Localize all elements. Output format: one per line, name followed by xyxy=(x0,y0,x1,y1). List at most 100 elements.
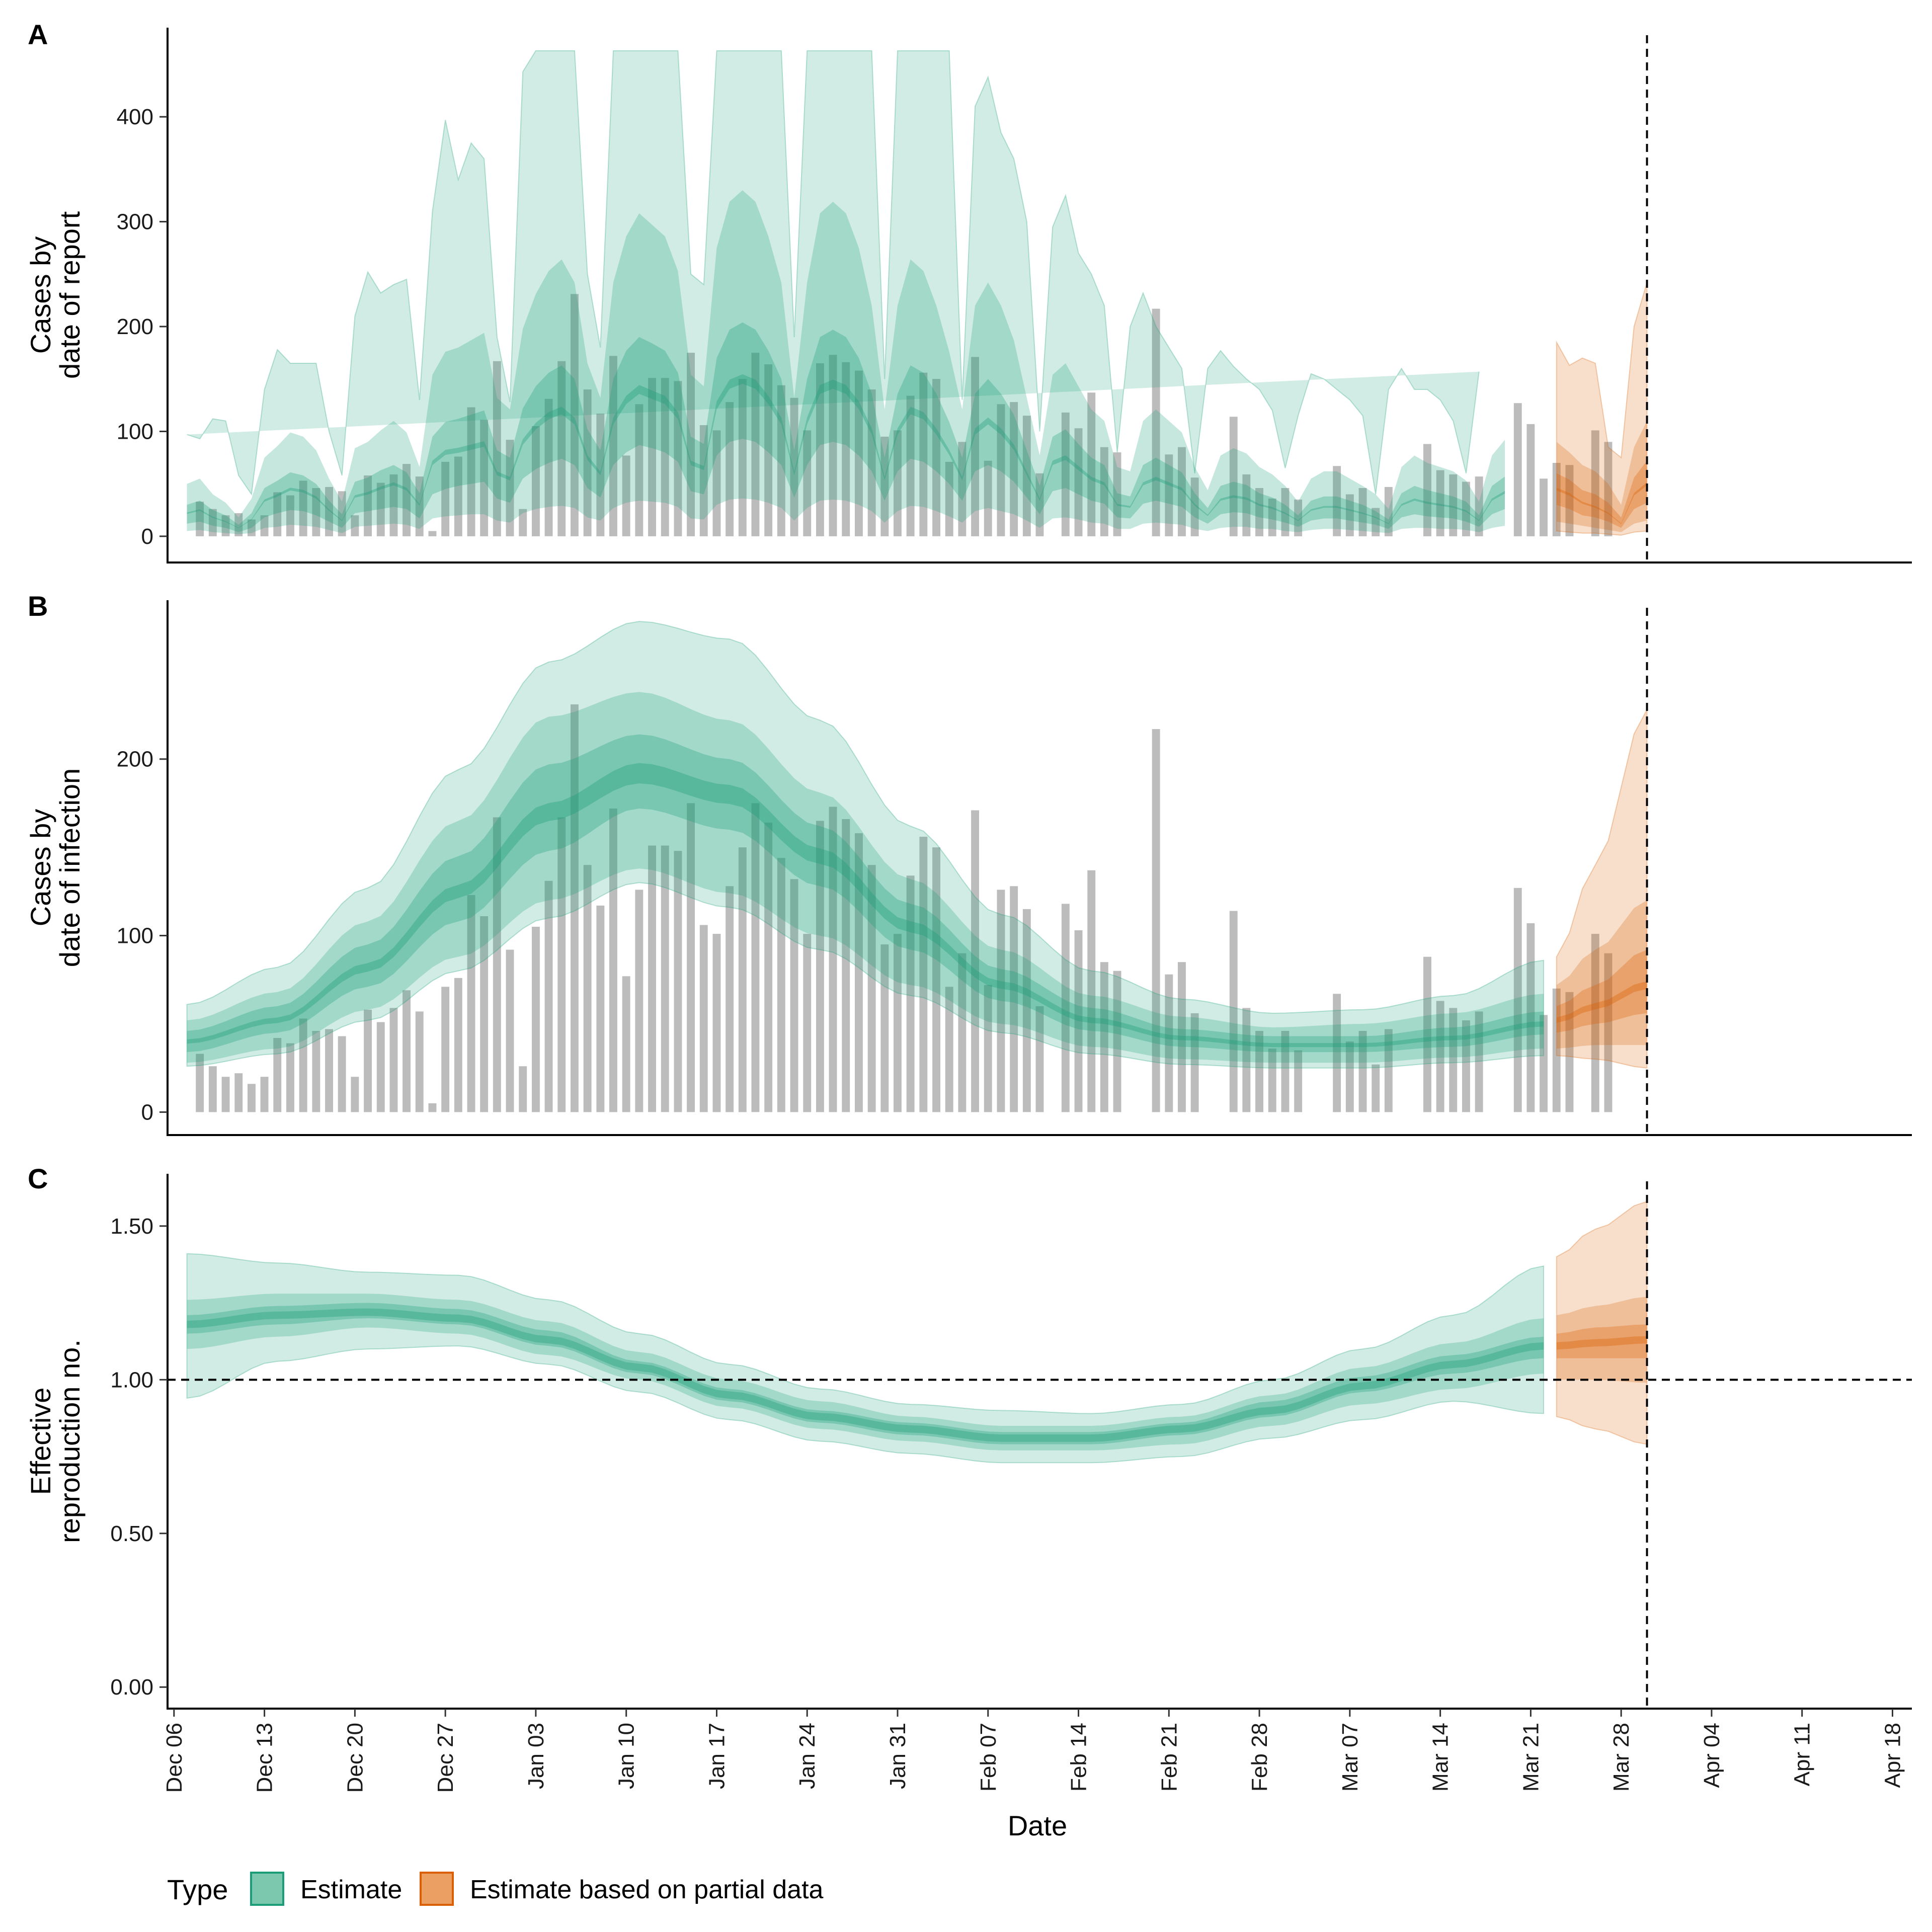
case-bar xyxy=(1113,452,1121,536)
case-bar xyxy=(1565,992,1574,1112)
case-bar xyxy=(880,944,889,1112)
case-bar xyxy=(493,361,501,536)
case-bar xyxy=(544,398,553,536)
case-bar xyxy=(635,890,643,1112)
case-bar xyxy=(919,837,928,1112)
case-bar xyxy=(919,372,928,536)
case-bar xyxy=(1165,454,1173,536)
x-tick-label: Mar 07 xyxy=(1338,1723,1362,1792)
case-bar xyxy=(945,461,953,536)
x-axis-title: Date xyxy=(1008,1810,1067,1841)
x-tick-label: Apr 11 xyxy=(1790,1723,1815,1786)
case-bar xyxy=(260,515,269,536)
case-bar xyxy=(506,949,514,1112)
x-tick-label: Apr 04 xyxy=(1700,1723,1724,1788)
case-bar xyxy=(1565,465,1574,536)
case-bar xyxy=(1591,430,1599,536)
case-bar xyxy=(1242,1008,1251,1112)
x-axis: Dec 06 Dec 13 Dec 20 Dec 27 Jan 03 Jan 10 Jan … xyxy=(162,1709,1905,1793)
legend-title: Type xyxy=(167,1874,228,1905)
x-tick-label: Dec 06 xyxy=(162,1723,187,1793)
case-bar xyxy=(712,430,721,536)
case-bar xyxy=(751,353,760,536)
case-bar xyxy=(635,404,643,536)
case-bar xyxy=(196,502,204,536)
case-bar xyxy=(544,880,553,1112)
median-line xyxy=(187,374,1505,528)
series-estimate xyxy=(186,621,1545,1069)
case-bar xyxy=(609,809,617,1112)
case-bar xyxy=(1345,1041,1354,1112)
y-axis-title-line: Effective xyxy=(25,1388,56,1495)
case-bar xyxy=(1035,473,1044,536)
case-bar xyxy=(816,363,824,536)
case-bar xyxy=(1604,442,1613,536)
y-axis-title-line: date of infection xyxy=(54,768,86,967)
case-bar xyxy=(1152,308,1160,536)
band-90 xyxy=(1556,1297,1647,1383)
case-bar xyxy=(441,461,450,536)
case-bar xyxy=(376,1022,385,1112)
case-bar xyxy=(971,357,979,536)
x-tick-label: Feb 14 xyxy=(1067,1723,1091,1792)
case-bar xyxy=(1358,488,1367,536)
case-bar xyxy=(1333,994,1341,1112)
case-bar xyxy=(803,934,812,1112)
case-bar xyxy=(1526,923,1535,1112)
case-bar xyxy=(557,817,566,1112)
x-tick-label: Mar 21 xyxy=(1518,1723,1543,1792)
case-bar xyxy=(648,378,656,536)
panel-b: 0 100 200 Cases bydate of infection xyxy=(25,600,1912,1136)
case-bar xyxy=(829,355,837,536)
case-bar xyxy=(1022,909,1031,1112)
case-bar xyxy=(842,362,850,536)
x-tick-label: Jan 03 xyxy=(524,1723,548,1789)
case-bar xyxy=(867,389,876,536)
case-bar xyxy=(571,294,579,536)
case-bar xyxy=(816,821,824,1112)
case-bar xyxy=(1268,1049,1276,1112)
case-bar xyxy=(389,1008,398,1112)
case-bar xyxy=(325,1029,333,1112)
band-50 xyxy=(1556,949,1647,1033)
y-tick-label: 1.00 xyxy=(110,1367,153,1392)
y-tick-label: 0.00 xyxy=(110,1675,153,1700)
case-bar xyxy=(1074,930,1083,1112)
legend-swatch-partial xyxy=(420,1872,454,1906)
case-bar xyxy=(997,404,1005,536)
band-50 xyxy=(187,734,1544,1053)
case-bar xyxy=(506,440,514,536)
y-axis-title-line: date of report xyxy=(54,211,86,379)
case-bar xyxy=(415,476,424,536)
panel-b-tag: B xyxy=(28,590,48,622)
case-bars xyxy=(196,294,1613,536)
case-bar xyxy=(532,927,540,1112)
y-tick-label: 0.50 xyxy=(110,1521,153,1546)
case-bar xyxy=(1372,508,1380,536)
case-bar xyxy=(1255,1031,1263,1112)
band-90 xyxy=(1556,900,1647,1049)
case-bar xyxy=(1035,1006,1044,1112)
case-bar xyxy=(519,509,527,536)
x-tick-label: Jan 31 xyxy=(886,1723,910,1789)
y-tick-label: 1.50 xyxy=(110,1214,153,1239)
case-bar xyxy=(596,414,605,536)
case-bar xyxy=(248,1084,256,1112)
case-bar xyxy=(428,531,437,536)
case-bar xyxy=(829,807,837,1112)
panel-a: 0 100 200 300 400 Cases bydate of report xyxy=(25,28,1912,564)
x-tick-label: Jan 17 xyxy=(704,1723,729,1789)
case-bars xyxy=(196,704,1613,1112)
case-bar xyxy=(867,865,876,1112)
series-partial xyxy=(1556,709,1648,1069)
case-bar xyxy=(1540,1015,1548,1112)
case-bar xyxy=(971,810,979,1112)
y-axis-title-line: reproduction no. xyxy=(54,1339,86,1543)
case-bar xyxy=(1513,403,1522,536)
case-bar xyxy=(751,803,760,1112)
x-tick-label: Dec 20 xyxy=(343,1723,367,1793)
case-bar xyxy=(208,509,217,536)
case-bar xyxy=(286,495,294,536)
band-outer xyxy=(187,50,1480,496)
